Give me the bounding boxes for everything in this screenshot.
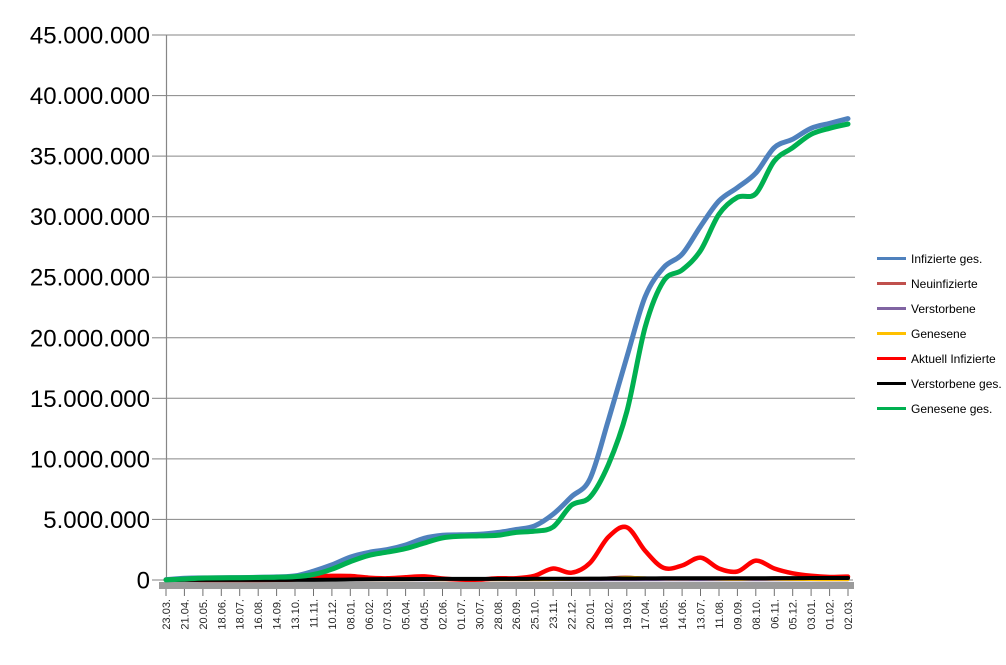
x-axis-label: 16.05. — [659, 599, 671, 630]
x-axis-label: 25.10. — [530, 599, 542, 630]
legend-swatch-genesene — [877, 332, 906, 335]
legend-label: Neuinfizierte — [911, 276, 978, 291]
legend-item-verstorbene-ges: Verstorbene ges. — [877, 371, 1002, 396]
x-axis-label: 10.12. — [327, 599, 339, 630]
legend-swatch-verstorbene-ges — [877, 382, 906, 385]
x-axis-label: 14.06. — [677, 599, 689, 630]
x-axis-label: 02.06. — [438, 599, 450, 630]
x-axis-label: 14.09. — [272, 599, 284, 630]
legend-swatch-neuinfizierte — [877, 282, 906, 285]
y-axis-label: 35.000.000 — [30, 144, 150, 171]
y-axis-label: 30.000.000 — [30, 204, 150, 231]
x-axis-label: 17.04. — [640, 599, 652, 630]
x-axis-label: 16.08. — [253, 599, 265, 630]
series-line-infizierte-ges — [163, 116, 851, 583]
chart-legend: Infizierte ges. Neuinfizierte Verstorbene G… — [877, 246, 1002, 421]
x-axis-label: 01.02. — [825, 599, 837, 630]
x-axis-label: 06.11. — [769, 599, 781, 629]
x-axis-label: 20.01. — [585, 599, 597, 630]
legend-item-genesene-ges: Genesene ges. — [877, 396, 1002, 421]
x-axis-label: 22.12. — [567, 599, 579, 630]
x-axis-label: 21.04. — [179, 599, 191, 630]
x-axis-band — [159, 582, 854, 589]
y-axis-label: 5.000.000 — [43, 507, 150, 534]
legend-item-genesene: Genesene — [877, 321, 1002, 346]
x-axis-label: 23.03. — [161, 599, 173, 630]
x-axis-label: 20.05. — [198, 599, 210, 630]
x-axis-label: 06.02. — [364, 599, 376, 630]
y-axis-label: 10.000.000 — [30, 446, 150, 473]
legend-label: Genesene ges. — [911, 401, 993, 416]
x-axis-label: 18.06. — [216, 599, 228, 630]
y-axis-label: 15.000.000 — [30, 386, 150, 413]
legend-label: Aktuell Infizierte — [911, 351, 996, 366]
x-axis-label: 28.08. — [493, 599, 505, 630]
legend-swatch-infizierte-ges — [877, 257, 906, 260]
x-axis-label: 07.03. — [382, 599, 394, 630]
y-axis-label: 20.000.000 — [30, 325, 150, 352]
x-axis-label: 08.01. — [345, 599, 357, 630]
legend-label: Verstorbene — [911, 301, 976, 316]
legend-item-infizierte-ges: Infizierte ges. — [877, 246, 1002, 271]
series-line-genesene-ges — [163, 121, 851, 583]
legend-item-verstorbene: Verstorbene — [877, 296, 1002, 321]
x-axis-label: 18.02. — [603, 599, 615, 630]
x-axis-label: 03.01. — [806, 599, 818, 630]
legend-label: Infizierte ges. — [911, 251, 983, 266]
x-axis-label: 08.10. — [751, 599, 763, 630]
legend-item-neuinfizierte: Neuinfizierte — [877, 271, 1002, 296]
series-line-verstorbene-ges — [164, 576, 850, 582]
x-axis-label: 04.05. — [419, 599, 431, 630]
x-axis-label: 11.08. — [714, 599, 726, 629]
x-axis-label: 30.07. — [474, 599, 486, 630]
y-axis-label: 45.000.000 — [30, 23, 150, 50]
x-axis-label: 05.12. — [788, 599, 800, 630]
y-axis-label: 0 — [137, 568, 150, 595]
legend-swatch-genesene-ges — [877, 407, 906, 410]
x-axis-label: 13.10. — [290, 599, 302, 630]
y-axis-label: 40.000.000 — [30, 83, 150, 110]
legend-swatch-aktuell-infizierte — [877, 357, 906, 360]
x-axis-label: 23.11. — [548, 599, 560, 629]
y-axis-label: 25.000.000 — [30, 265, 150, 292]
x-axis-label: 26.09. — [511, 599, 523, 630]
legend-swatch-verstorbene — [877, 307, 906, 310]
x-axis-label: 18.07. — [235, 599, 247, 630]
legend-item-aktuell-infizierte: Aktuell Infizierte — [877, 346, 1002, 371]
legend-label: Genesene — [911, 326, 967, 341]
x-axis-label: 11.11. — [309, 599, 321, 628]
x-axis-label: 01.07. — [456, 599, 468, 630]
x-axis-label: 19.03. — [622, 599, 634, 630]
x-axis-label: 13.07. — [696, 599, 708, 630]
x-axis-label: 09.09. — [732, 599, 744, 630]
x-axis-label: 02.03. — [843, 599, 855, 630]
x-axis-label: 05.04. — [401, 599, 413, 630]
legend-label: Verstorbene ges. — [911, 376, 1002, 391]
